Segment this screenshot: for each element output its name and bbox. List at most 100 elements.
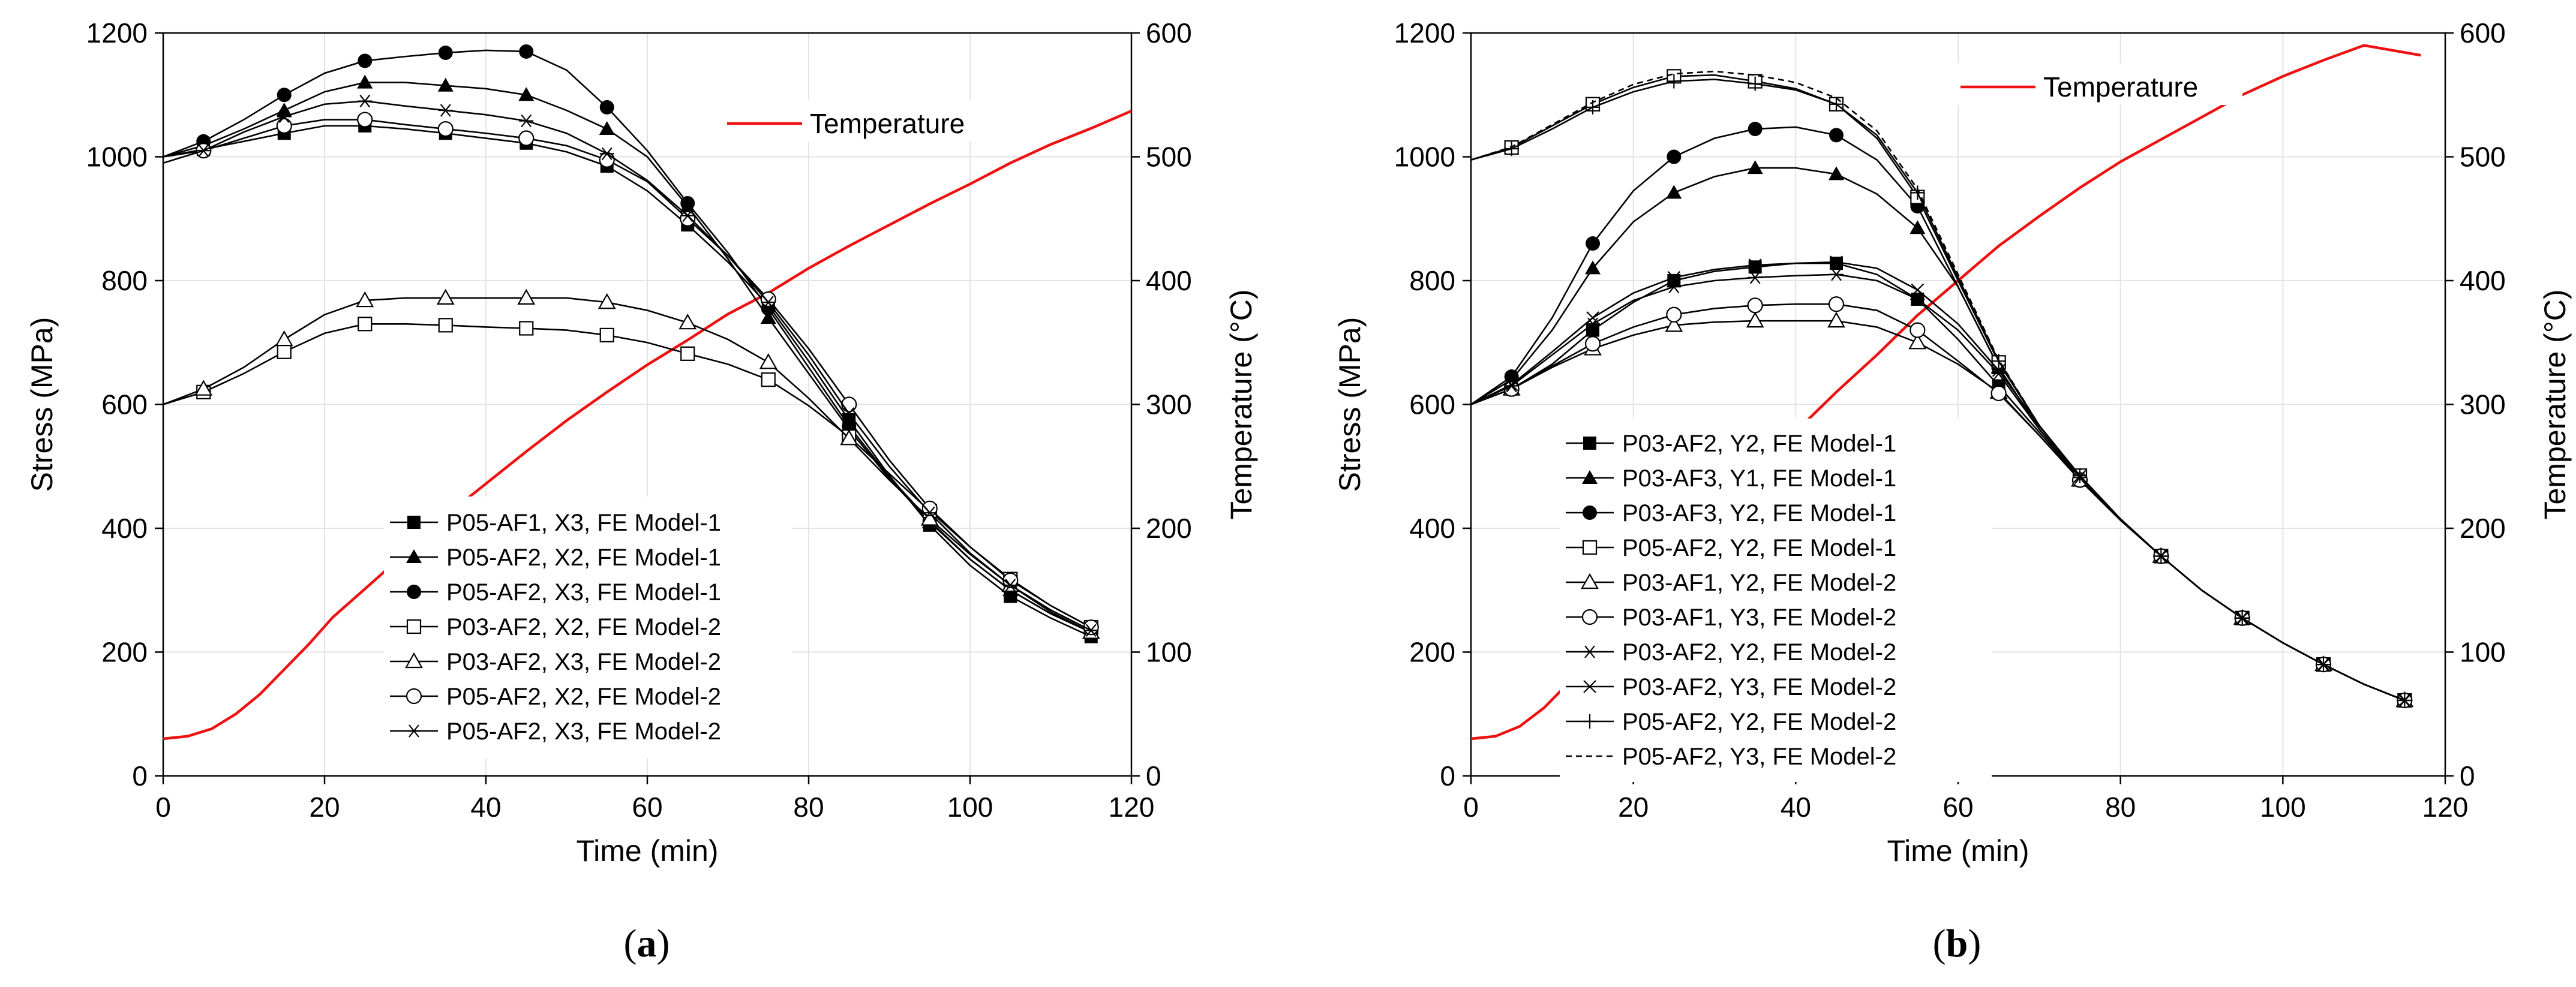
data-point [1666,185,1682,199]
y-tick-label: 200 [101,637,148,668]
data-point [1990,385,2007,402]
panel-letter: b [1946,922,1968,965]
data-point [518,130,535,146]
data-point [680,209,695,222]
y2-tick-label: 500 [1146,142,1192,173]
data-point [277,344,292,359]
data-point [1666,306,1682,323]
legend-marker [406,619,422,634]
data-point [598,293,616,309]
legend-marker [406,688,422,705]
legend-marker [1583,437,1596,450]
x-tick-label: 80 [2105,792,2136,823]
data-point [678,313,697,330]
data-point [759,353,777,369]
data-point [599,121,615,136]
legend-label: P03-AF3, Y1, FE Model-1 [1622,465,1896,492]
data-point [841,396,857,413]
x-tick-label: 80 [793,792,824,823]
data-point [1748,76,1763,91]
data-point [358,317,373,332]
data-point [437,77,454,92]
temperature-line [163,110,1132,741]
data-point [357,74,373,89]
data-point [437,121,454,137]
data-point [760,291,776,308]
x-tick-label: 60 [1942,792,1973,823]
legend-marker [406,549,422,563]
data-point [1748,271,1763,284]
legend-label: P03-AF1, Y3, FE Model-2 [1622,604,1896,631]
series-line [163,125,1092,637]
data-point [1586,323,1599,337]
legend-label: P05-AF1, X3, FE Model-1 [446,510,721,536]
data-point [680,195,695,210]
legend-label: P05-AF2, X3, FE Model-2 [446,718,721,745]
data-point [760,309,776,324]
data-point [518,87,535,101]
data-point [1829,166,1844,180]
panel-paren-open: ( [1933,922,1946,965]
data-point [2154,549,2169,564]
data-point [438,318,453,333]
temperature-legend-label: Temperature [810,108,965,139]
data-point [761,296,776,309]
series-line [163,119,1092,628]
data-point [1504,142,1519,157]
y-axis-label: Stress (MPa) [25,317,59,492]
legend-marker [407,516,421,529]
data-point [1748,260,1762,274]
data-point [1827,311,1845,328]
series-dashed [1470,70,2405,702]
data-point [519,321,534,336]
data-point [922,506,937,519]
legend-marker [1583,505,1597,520]
legend-label: P05-AF2, X2, FE Model-2 [446,684,721,710]
data-point [842,407,857,420]
legend-marker [1581,609,1598,625]
data-point [680,210,696,227]
legend-label: P05-AF2, X2, FE Model-1 [446,544,721,571]
x-tick-label: 20 [309,792,340,823]
data-point [599,147,614,161]
data-point [1586,311,1599,324]
x-tick-label: 40 [1781,792,1811,823]
y-tick-label: 200 [1409,637,1455,668]
data-point [358,53,373,68]
y-axis-label: Stress (MPa) [1333,317,1367,492]
y2-tick-label: 500 [2460,142,2506,173]
legend-marker [1583,714,1597,729]
data-point [1908,333,1927,350]
legend-background [384,496,792,758]
series-line [163,49,1092,633]
data-point [1667,280,1682,294]
legend-marker [1581,573,1599,589]
data-point [1830,255,1843,269]
data-point [1665,316,1683,332]
y-tick-label: 1200 [86,17,148,49]
legend-label: P05-AF2, X3, FE Model-1 [446,579,721,606]
temperature-legend-background [721,100,1009,142]
x-tick-label: 0 [1463,792,1479,823]
x-tick-label: 20 [1618,792,1649,823]
legend-marker [407,585,421,599]
y-tick-label: 400 [1409,513,1455,544]
data-point [599,327,614,342]
temperature-legend-background [1954,63,2242,105]
series-open-circle [163,112,1099,636]
y2-tick-label: 400 [2460,265,2506,296]
y2-axis-label: Temperature (°C) [2538,290,2572,520]
legend-marker [407,724,421,738]
legend-marker [1583,645,1597,658]
data-point [277,88,292,103]
data-point [599,100,614,115]
data-point [357,112,373,128]
y-tick-label: 1200 [1394,17,1455,49]
x-tick-label: 0 [155,792,171,823]
legend-label: P05-AF2, Y3, FE Model-2 [1622,744,1896,770]
y-tick-label: 600 [101,389,148,420]
y2-tick-label: 400 [1146,265,1192,296]
y2-tick-label: 300 [2460,389,2506,420]
data-point [1828,296,1845,312]
